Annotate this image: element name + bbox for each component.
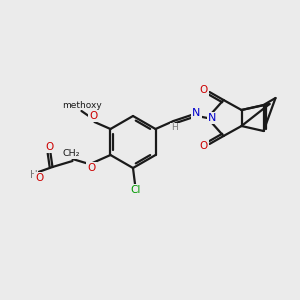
Text: O: O (87, 163, 96, 173)
Text: N: N (192, 108, 201, 118)
Text: Cl: Cl (131, 185, 141, 195)
Text: CH₂: CH₂ (63, 149, 80, 158)
Text: O: O (200, 85, 208, 95)
Text: O: O (89, 111, 98, 121)
Text: N: N (208, 113, 217, 123)
Text: H: H (171, 124, 178, 133)
Text: O: O (45, 142, 54, 152)
Text: O: O (35, 173, 44, 183)
Text: methoxy: methoxy (63, 100, 102, 109)
Text: H: H (30, 170, 38, 180)
Text: O: O (200, 141, 208, 151)
